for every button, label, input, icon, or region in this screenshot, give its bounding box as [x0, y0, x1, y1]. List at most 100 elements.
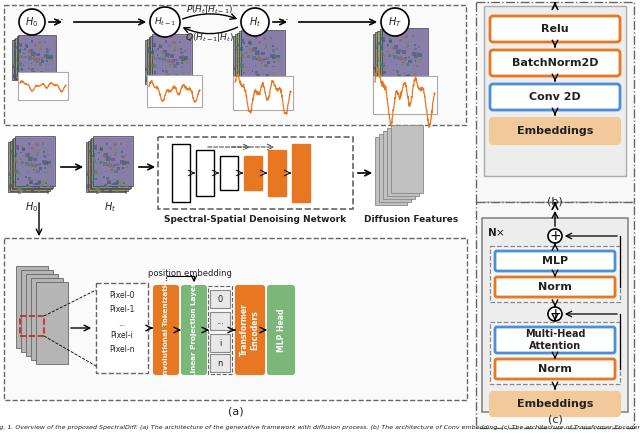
Bar [33, 189, 34, 190]
Bar [163, 50, 167, 53]
Bar [163, 58, 166, 61]
Bar [21, 149, 22, 150]
Bar [25, 162, 26, 163]
Bar [171, 60, 174, 64]
Bar [181, 57, 185, 61]
Bar [418, 58, 421, 61]
Bar [155, 58, 157, 60]
Bar [40, 185, 42, 187]
Bar [376, 45, 378, 47]
Bar [106, 177, 109, 180]
Bar [35, 53, 38, 55]
Bar [30, 163, 34, 167]
Text: ...: ... [118, 319, 125, 327]
Bar [410, 79, 412, 81]
Bar [44, 164, 47, 166]
Bar [377, 71, 379, 73]
Bar [125, 154, 127, 156]
Bar [87, 184, 91, 188]
Bar [396, 35, 398, 37]
Bar [10, 141, 50, 191]
Bar [262, 77, 264, 79]
Bar [46, 64, 47, 65]
Bar [116, 190, 118, 192]
Text: ...: ... [278, 10, 290, 23]
Bar [401, 52, 403, 53]
Bar [44, 155, 47, 158]
Bar [257, 50, 260, 54]
Bar [29, 165, 31, 166]
Bar [36, 170, 40, 173]
Bar [275, 65, 276, 66]
Bar [404, 78, 406, 79]
Bar [24, 161, 26, 162]
Bar [196, 150, 214, 196]
Bar [47, 51, 49, 53]
Bar [108, 163, 112, 167]
Bar [404, 72, 406, 74]
Bar [414, 48, 417, 50]
Bar [26, 50, 29, 52]
Bar [92, 169, 95, 172]
Bar [246, 52, 248, 54]
Bar [110, 164, 112, 167]
Bar [392, 55, 394, 56]
Bar [146, 65, 148, 68]
Bar [265, 81, 268, 84]
Bar [245, 84, 248, 87]
Text: Pixel-1: Pixel-1 [109, 306, 134, 314]
Bar [36, 184, 37, 185]
Bar [12, 177, 13, 179]
Bar [14, 155, 17, 158]
Bar [29, 56, 33, 60]
Bar [180, 52, 183, 55]
Bar [180, 55, 184, 59]
Bar [161, 56, 163, 58]
Bar [20, 158, 21, 159]
Bar [400, 84, 403, 87]
Bar [49, 78, 50, 80]
Bar [394, 45, 397, 49]
Bar [45, 69, 49, 73]
Bar [33, 52, 36, 55]
Bar [179, 41, 180, 43]
Bar [266, 84, 268, 86]
Bar [93, 157, 95, 159]
Bar [184, 56, 188, 60]
Bar [244, 65, 246, 68]
Bar [159, 44, 162, 47]
Bar [31, 278, 63, 360]
Bar [387, 128, 419, 196]
Bar [12, 65, 15, 68]
FancyBboxPatch shape [490, 16, 620, 42]
Bar [419, 53, 422, 57]
Bar [45, 48, 47, 50]
Bar [40, 78, 43, 81]
Bar [170, 55, 172, 57]
Bar [90, 164, 92, 165]
Circle shape [548, 229, 562, 243]
Bar [145, 68, 148, 71]
Bar [44, 162, 48, 165]
Bar [268, 150, 286, 196]
Bar [49, 58, 52, 61]
Bar [24, 48, 26, 50]
Text: Conv 2D: Conv 2D [529, 92, 581, 102]
Bar [31, 161, 32, 162]
Bar [95, 178, 97, 180]
Bar [248, 41, 252, 44]
Bar [121, 179, 125, 183]
Bar [398, 56, 402, 60]
Bar [20, 45, 22, 46]
Bar [120, 160, 124, 164]
Bar [240, 48, 243, 52]
Bar [17, 72, 19, 73]
Bar [152, 43, 156, 47]
Bar [261, 52, 265, 55]
Bar [387, 85, 390, 87]
Bar [46, 171, 47, 172]
Text: Embeddings: Embeddings [517, 126, 593, 136]
Bar [418, 86, 420, 88]
Bar [33, 72, 35, 74]
Bar [39, 50, 40, 51]
